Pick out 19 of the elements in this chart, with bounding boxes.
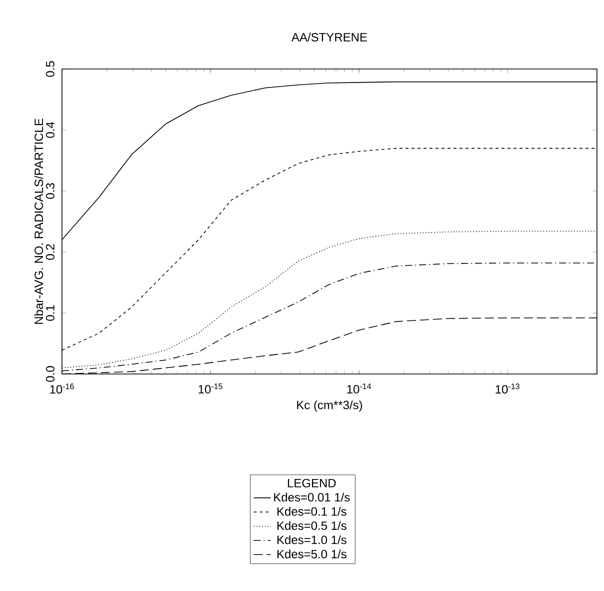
- legend-label: Kdes=1.0 1/s: [277, 535, 346, 544]
- legend-title: LEGEND: [288, 478, 336, 488]
- x-tick-label: 10$^{-14}$: [347, 384, 371, 394]
- chart-title: AA/STYRENE: [291, 32, 367, 42]
- y-tick-label: 0.4: [46, 122, 54, 138]
- x-tick-label: 10$^{-13}$: [496, 384, 520, 394]
- legend-label: Kdes=0.1 1/s: [277, 506, 346, 516]
- legend-label: Kdes=5.0 1/s: [277, 550, 346, 558]
- y-tick-label: 0.2: [46, 244, 54, 260]
- y-tick-label: 0.1: [46, 305, 54, 321]
- y-tick-label: 0.3: [46, 183, 54, 199]
- y-axis-title: Nbar-AVG. NO. RADICALS/PARTICLE: [34, 118, 44, 324]
- x-tick-label: 10$^{-16}$: [50, 384, 74, 394]
- x-axis-title: Kc (cm**3/s): [297, 400, 362, 412]
- x-tick-label: 10$^{-15}$: [198, 384, 222, 394]
- legend-label: Kdes=0.5 1/s: [277, 521, 346, 530]
- legend-label: Kdes=0.01 1/s: [274, 492, 350, 502]
- y-tick-label: 0.0: [46, 366, 54, 382]
- y-tick-label: 0.5: [46, 61, 54, 77]
